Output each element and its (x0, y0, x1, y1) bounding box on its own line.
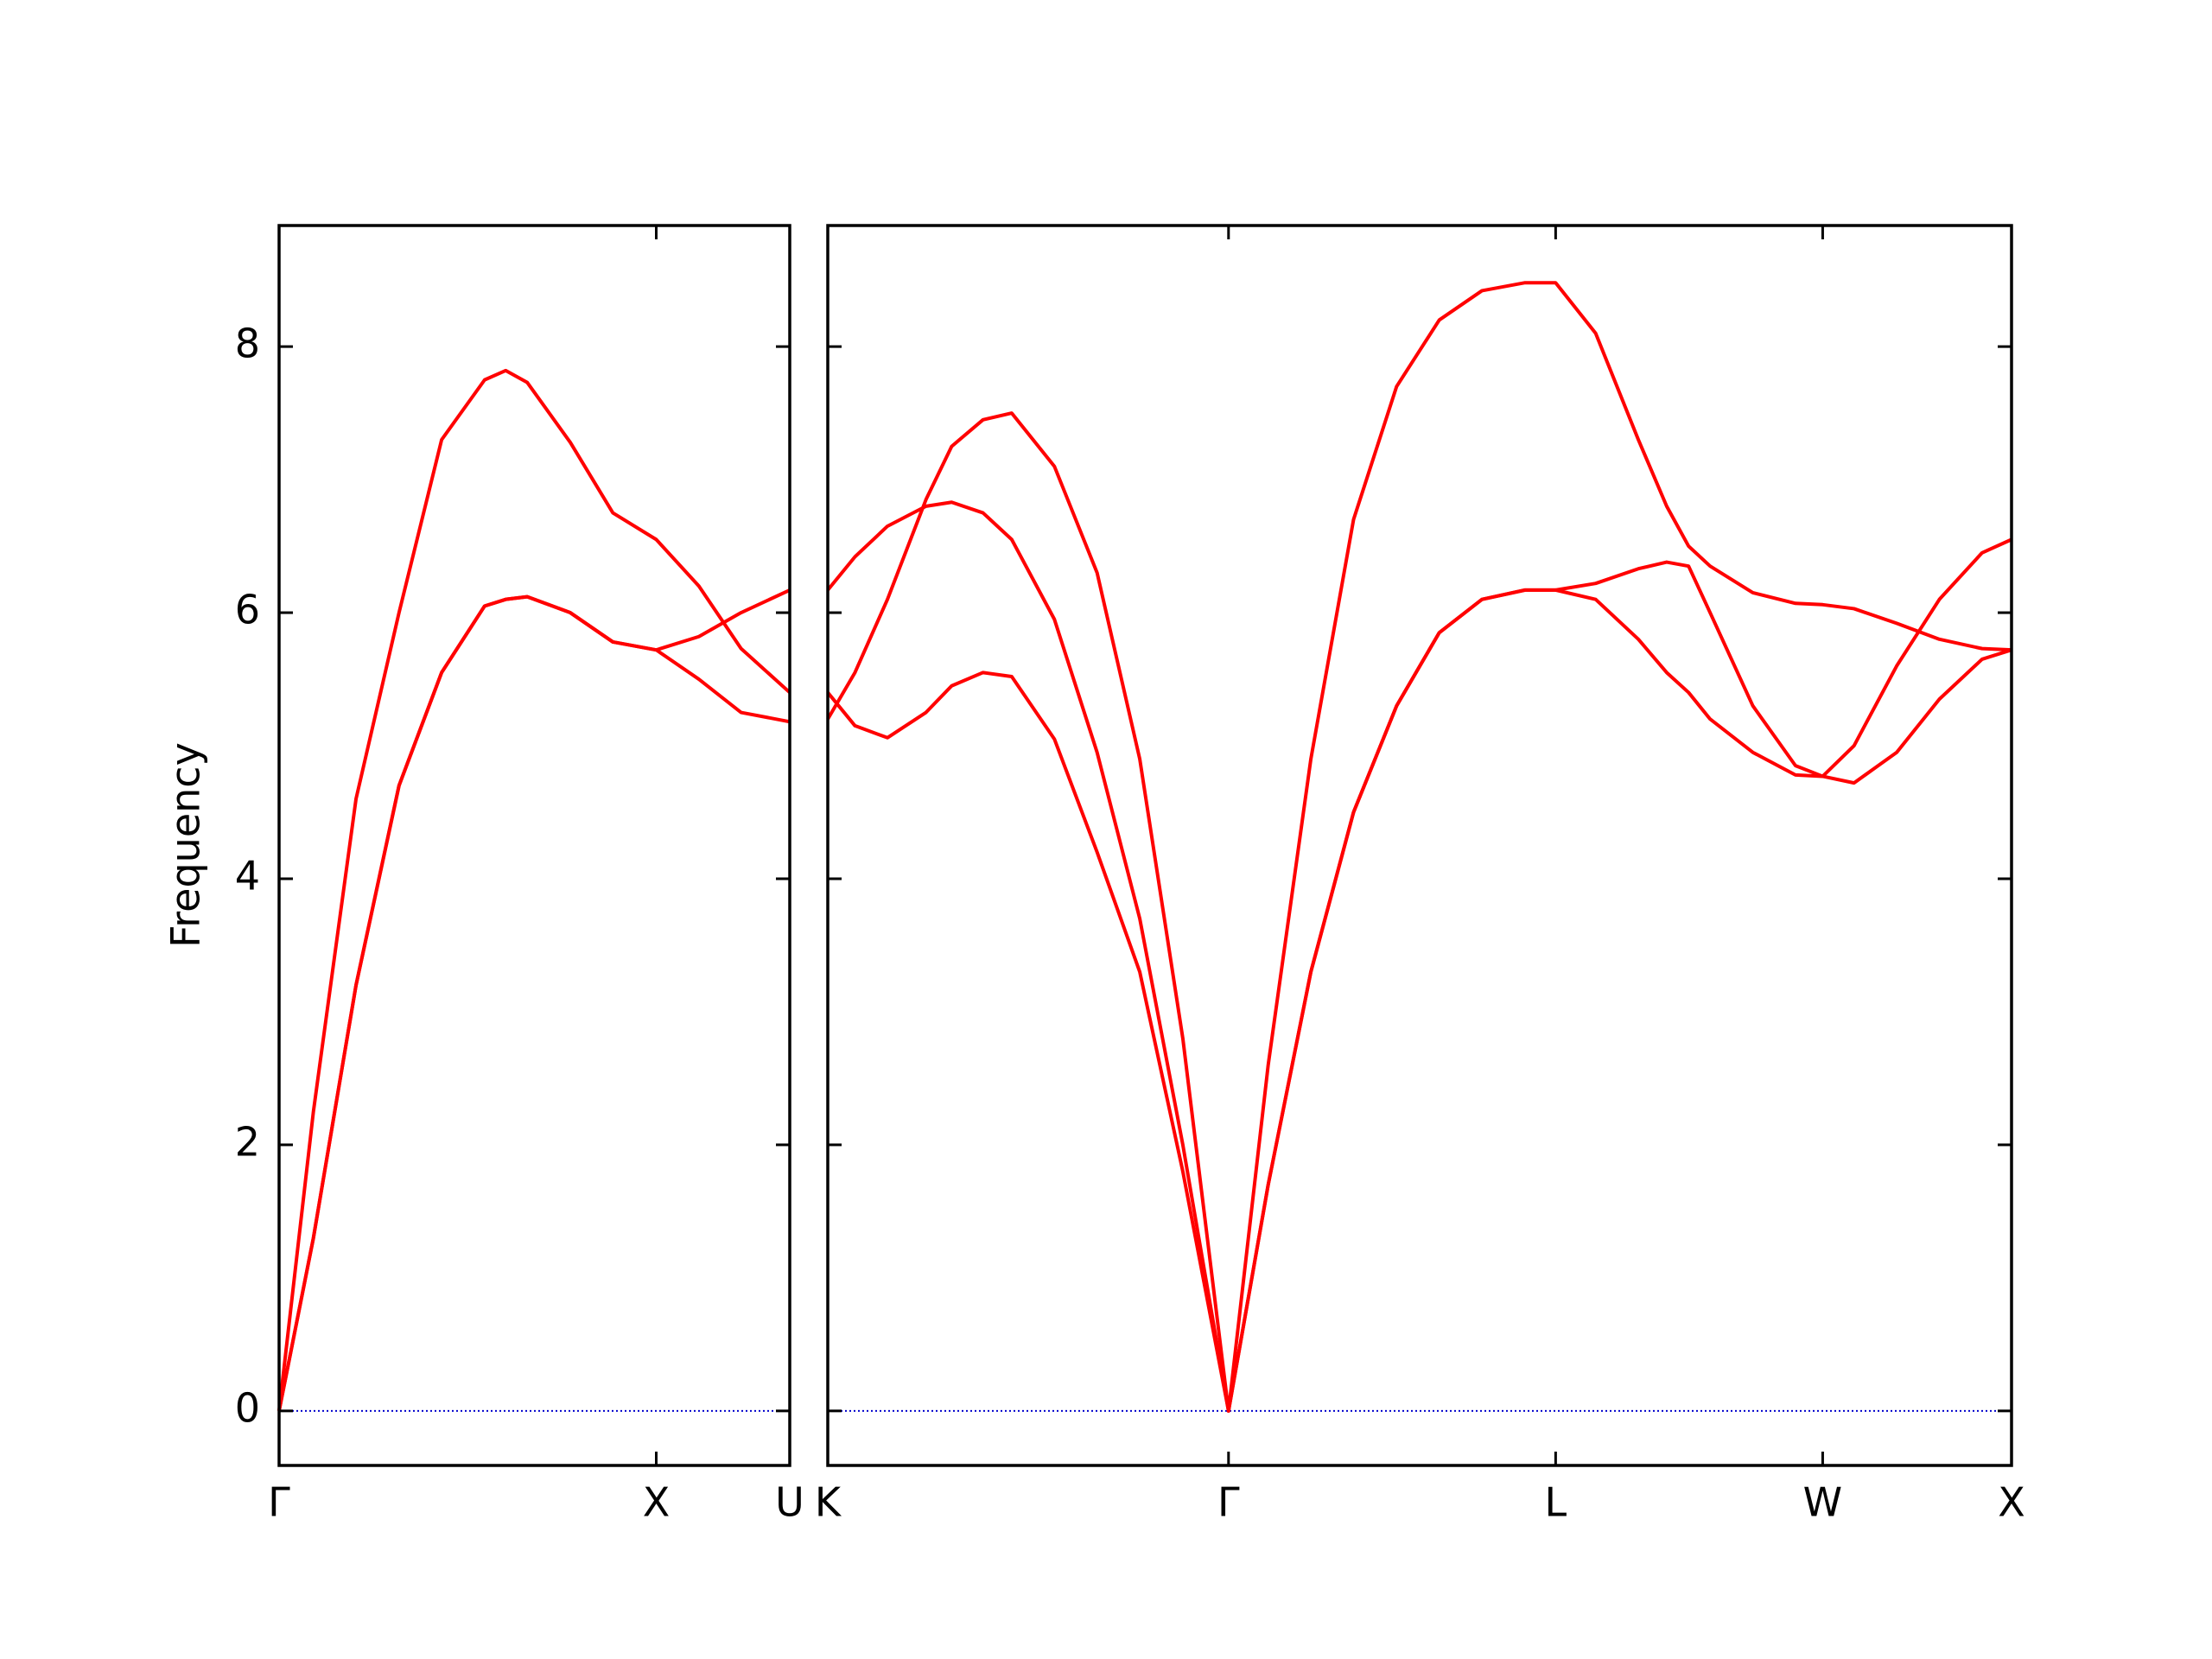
band-line (277, 368, 791, 1412)
x-tick-label: K (815, 1479, 842, 1526)
band-line (826, 281, 2012, 1413)
plot-frame (277, 224, 791, 1467)
y-tick-label: 8 (235, 321, 260, 367)
y-tick-label: 2 (235, 1118, 260, 1165)
y-tick-label: 0 (235, 1384, 260, 1431)
band-line (277, 594, 791, 1412)
x-tick-label: Γ (1217, 1479, 1240, 1526)
x-tick-label: X (1998, 1479, 2025, 1526)
y-tick-label: 6 (235, 587, 260, 633)
band-line (826, 588, 2012, 1413)
y-tick-label: 4 (235, 852, 260, 899)
plot-frame (826, 224, 2013, 1467)
x-tick-label: U (775, 1479, 804, 1526)
x-tick-label: L (1545, 1479, 1567, 1526)
x-tick-label: Γ (268, 1479, 290, 1526)
y-axis-label: Frequency (162, 742, 209, 948)
x-tick-label: X (643, 1479, 671, 1526)
x-tick-label: W (1803, 1479, 1842, 1526)
